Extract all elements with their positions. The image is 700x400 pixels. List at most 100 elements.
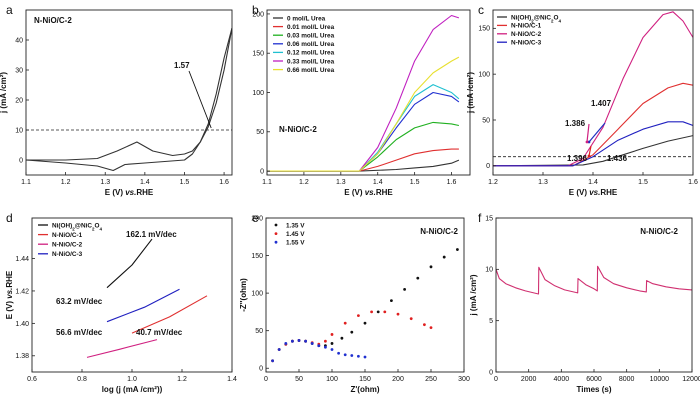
y-axis-label: j (mA /cm²) <box>466 72 475 114</box>
x-tick-label: 10000 <box>650 376 670 383</box>
legend-entry: 0.01 mol/L Urea <box>287 24 335 31</box>
y-tick-label: 5 <box>489 318 493 325</box>
panel-f: f 0 2000 4000 6000 8000 10000 12000 0 5 10 15 Times … <box>469 211 700 394</box>
panel-a: a 1.1 1.2 1.3 1.4 1.5 1.6 0 10 20 30 40 E (V) vs.RHE… <box>0 3 233 197</box>
x-tick-label: 1.2 <box>299 179 309 186</box>
y-tick-label: 50 <box>255 328 263 335</box>
data-point <box>324 345 327 349</box>
x-tick-label: 150 <box>359 376 371 383</box>
x-tick-label: 1.1 <box>21 179 31 186</box>
x-tick-label: 1.4 <box>373 179 383 186</box>
panel-label: d <box>6 211 13 225</box>
data-point <box>403 287 406 291</box>
series-line-1 <box>26 27 232 161</box>
data-point <box>363 321 367 325</box>
x-tick-label: 1.3 <box>538 179 548 186</box>
y-tick-label: 0 <box>19 157 23 164</box>
annotation-text: 1.407 <box>591 99 612 108</box>
panel-title: N-NiO/C-2 <box>34 16 72 25</box>
x-tick-label: 12000 <box>682 376 700 383</box>
series-line-3 <box>86 339 158 358</box>
data-point <box>423 323 426 327</box>
plot-frame <box>495 217 693 373</box>
y-tick-label: 50 <box>482 117 490 124</box>
series-line-4 <box>493 121 693 167</box>
x-tick-label: 1.5 <box>180 179 190 186</box>
x-tick-label: 1.5 <box>410 179 420 186</box>
legend-entry: N-NiO/C-3 <box>52 251 83 258</box>
annotation-arrow <box>588 122 606 143</box>
data-point <box>277 348 281 351</box>
data-point <box>350 330 354 334</box>
panel-label: e <box>252 211 259 225</box>
data-point <box>343 353 347 357</box>
annotation-arrow <box>188 70 212 129</box>
data-point <box>284 342 288 345</box>
series-line-2 <box>131 295 208 334</box>
x-tick-label: 0.8 <box>77 376 87 383</box>
y-tick-label: 1.38 <box>15 353 29 360</box>
series-line-6 <box>267 14 460 172</box>
series-line-1 <box>493 135 693 167</box>
x-axis-label: log (j (mA /cm²)) <box>102 385 163 394</box>
data-point <box>456 248 459 251</box>
x-tick-label: 300 <box>458 376 470 383</box>
panel-label: f <box>478 211 482 225</box>
x-tick-label: 1.1 <box>262 179 272 186</box>
x-tick-label: 1.2 <box>61 179 71 186</box>
x-tick-label: 1.0 <box>127 376 137 383</box>
x-axis-label: E (V) vs.RHE <box>569 188 618 197</box>
legend-entry: 0.03 mol/L Urea <box>287 33 335 40</box>
series-line-2 <box>493 82 693 167</box>
legend-entry: 1.55 V <box>286 240 305 247</box>
data-point <box>429 265 433 269</box>
legend-entry: 0 mol/L Urea <box>287 15 326 22</box>
x-tick-label: 1.2 <box>177 376 187 383</box>
data-point <box>390 299 393 303</box>
x-tick-label: 1.2 <box>488 179 498 186</box>
data-point <box>324 339 327 343</box>
y-axis-label: j (mA /cm²) <box>469 274 478 316</box>
panel-title: N-NiO/C-2 <box>420 227 458 236</box>
x-tick-label: 1.6 <box>219 179 229 186</box>
y-tick-label: 1.44 <box>15 256 29 263</box>
y-tick-label: 0 <box>259 366 263 373</box>
y-tick-label: 150 <box>251 253 263 260</box>
legend-entry: Ni(OH)2@NiC2O4 <box>511 14 561 23</box>
x-tick-label: 50 <box>295 376 303 383</box>
data-point <box>350 354 354 357</box>
y-tick-label: 10 <box>15 127 23 134</box>
data-point <box>291 339 294 343</box>
series-line-1 <box>106 238 153 289</box>
data-point <box>396 312 400 316</box>
x-tick-label: 6000 <box>586 376 602 383</box>
y-tick-label: 100 <box>252 90 264 97</box>
y-tick-label: 50 <box>256 129 264 136</box>
y-axis-label: -Z''(ohm) <box>239 278 248 312</box>
series-line-4 <box>106 288 180 323</box>
x-tick-label: 0 <box>264 376 268 383</box>
y-tick-label: 0 <box>489 369 493 376</box>
series-line-2 <box>26 27 232 172</box>
y-tick-label: 100 <box>478 72 490 79</box>
data-point <box>330 348 334 351</box>
data-point <box>376 310 380 314</box>
x-tick-label: 4000 <box>554 376 570 383</box>
y-tick-label: 1.40 <box>15 321 29 328</box>
annotation-arrow <box>586 123 590 143</box>
x-tick-label: 1.4 <box>140 179 150 186</box>
legend-entry: 0.33 mol/L Urea <box>287 58 335 65</box>
x-tick-label: 1.6 <box>447 179 457 186</box>
legend-entry: 1.45 V <box>286 231 305 238</box>
x-axis-label: Times (s) <box>577 385 612 394</box>
y-tick-label: 100 <box>251 291 263 298</box>
data-point <box>310 342 314 345</box>
x-tick-label: 1.3 <box>100 179 110 186</box>
x-tick-label: 1.5 <box>638 179 648 186</box>
panel-e: e 0 50 100 150 200 250 300 0 50 100 150 200 Z'(ohm) -Z… <box>239 211 470 394</box>
y-tick-label: 0 <box>486 163 490 170</box>
data-point <box>317 344 321 348</box>
annotation-text: 1.396 <box>567 154 588 163</box>
panel-d: d 0.6 0.8 1.0 1.2 1.4 1.38 1.40 1.42 1.44 log (j (… <box>5 211 237 394</box>
